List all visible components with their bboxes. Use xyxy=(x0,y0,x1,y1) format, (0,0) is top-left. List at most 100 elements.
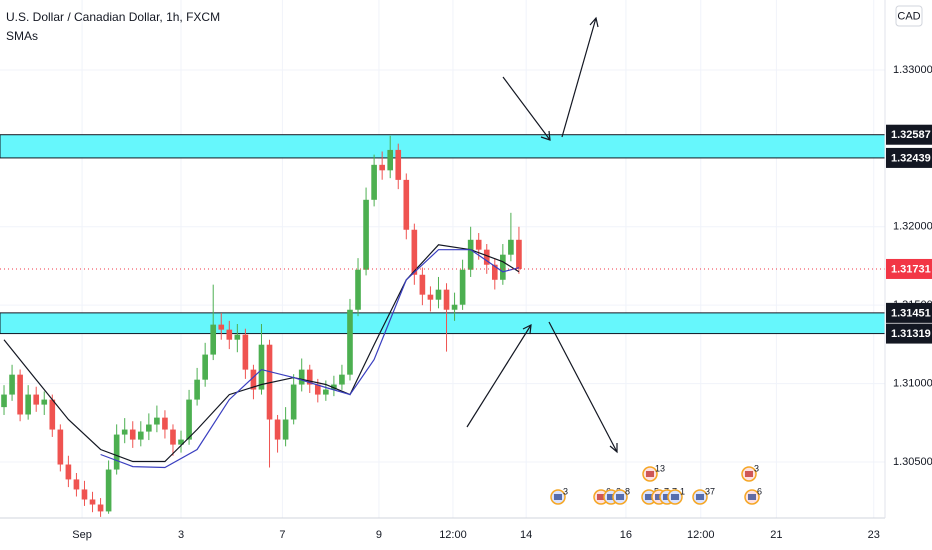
candle-body xyxy=(274,419,281,440)
candle-body xyxy=(451,304,458,310)
x-tick-label: Sep xyxy=(72,529,92,541)
candle-body xyxy=(1,394,7,408)
event-flag xyxy=(645,494,653,500)
event-flag xyxy=(554,494,562,500)
price-label: 1.32587 xyxy=(891,129,931,141)
y-tick-label: 1.30500 xyxy=(893,456,932,468)
zone xyxy=(0,312,886,335)
event-flag xyxy=(745,471,753,477)
event-count: 8 xyxy=(625,486,630,496)
event-flag xyxy=(616,494,624,500)
candle-body xyxy=(323,389,329,395)
price-label-box xyxy=(886,323,932,344)
candle-body xyxy=(475,239,482,250)
event-count: 37 xyxy=(705,486,715,496)
event-count: 3 xyxy=(563,486,568,496)
candle-body xyxy=(298,369,305,385)
candle-body xyxy=(97,504,104,512)
candle-body xyxy=(33,394,40,405)
candle-body xyxy=(347,309,353,375)
arrow xyxy=(502,76,551,141)
indicator-label: SMAs xyxy=(6,29,39,43)
candle-body xyxy=(500,254,506,280)
candle-body xyxy=(443,289,450,310)
candle-body xyxy=(491,264,498,280)
event-flag xyxy=(748,494,756,500)
candle-body xyxy=(435,289,442,300)
currency-button[interactable] xyxy=(895,5,923,27)
candle-body xyxy=(25,394,31,415)
price-label-box xyxy=(886,302,932,323)
candle-body xyxy=(218,324,225,330)
candle-body xyxy=(210,324,217,355)
currency-label: CAD xyxy=(897,10,920,22)
candle-body xyxy=(105,469,112,512)
event-flag xyxy=(655,494,663,500)
arrow xyxy=(561,17,597,138)
x-tick-label: 12:00 xyxy=(439,529,467,541)
candle-body xyxy=(419,274,426,295)
candle-body xyxy=(73,479,80,490)
candle-body xyxy=(314,384,321,395)
event-flag xyxy=(597,494,605,500)
candle-body xyxy=(290,384,297,420)
x-tick-label: 9 xyxy=(376,529,382,541)
arrow-head xyxy=(589,16,599,28)
candle-body xyxy=(363,199,369,270)
candle-body xyxy=(137,431,144,440)
price-label-box xyxy=(886,124,932,145)
x-tick-label: 7 xyxy=(279,529,285,541)
event-flag xyxy=(663,494,671,500)
candle-body xyxy=(65,464,72,480)
candle-body xyxy=(508,239,514,255)
sma-line xyxy=(3,244,520,463)
candle-body xyxy=(266,344,273,420)
candle-body xyxy=(516,239,522,269)
candle-body xyxy=(121,429,128,435)
candle-body xyxy=(403,179,410,230)
candle-body xyxy=(483,249,490,265)
event-count: 13 xyxy=(655,463,665,473)
candle-body xyxy=(146,424,152,432)
candle-body xyxy=(282,419,289,440)
x-tick-label: 3 xyxy=(178,529,184,541)
candle-body xyxy=(194,379,200,400)
event-count: 1 xyxy=(680,486,685,496)
arrow xyxy=(466,324,532,428)
price-label-box xyxy=(886,147,932,168)
sma-line xyxy=(100,249,520,469)
candle-body xyxy=(427,294,434,300)
candle-body xyxy=(41,399,48,405)
candle-body xyxy=(379,164,385,171)
candle-body xyxy=(202,354,208,380)
arrows xyxy=(466,16,618,454)
candle-body xyxy=(49,399,56,430)
event-flag xyxy=(696,494,704,500)
price-label: 1.31731 xyxy=(891,263,931,275)
candle-body xyxy=(17,374,23,415)
candle-body xyxy=(178,439,184,445)
event-count: 3 xyxy=(754,463,759,473)
zone xyxy=(0,134,886,159)
candle-body xyxy=(57,429,64,465)
event-flag xyxy=(646,471,654,477)
price-label-box xyxy=(886,258,932,279)
candle-body xyxy=(355,269,361,310)
chart-title: U.S. Dollar / Canadian Dollar, 1h, FXCM xyxy=(6,10,221,24)
price-label: 1.31319 xyxy=(891,328,931,340)
candle-body xyxy=(395,149,402,180)
candle-body xyxy=(226,329,233,340)
candle-body xyxy=(186,399,192,440)
y-tick-label: 1.33000 xyxy=(893,64,932,76)
y-tick-label: 1.32000 xyxy=(893,221,932,233)
candle-body xyxy=(258,344,265,390)
event-flag xyxy=(671,494,679,500)
candle-body xyxy=(170,429,176,445)
candle-body xyxy=(331,384,337,390)
candle-body xyxy=(234,334,241,340)
candle-body xyxy=(459,269,466,305)
x-tick-label: 12:00 xyxy=(687,529,715,541)
event-count: 6 xyxy=(757,486,762,496)
